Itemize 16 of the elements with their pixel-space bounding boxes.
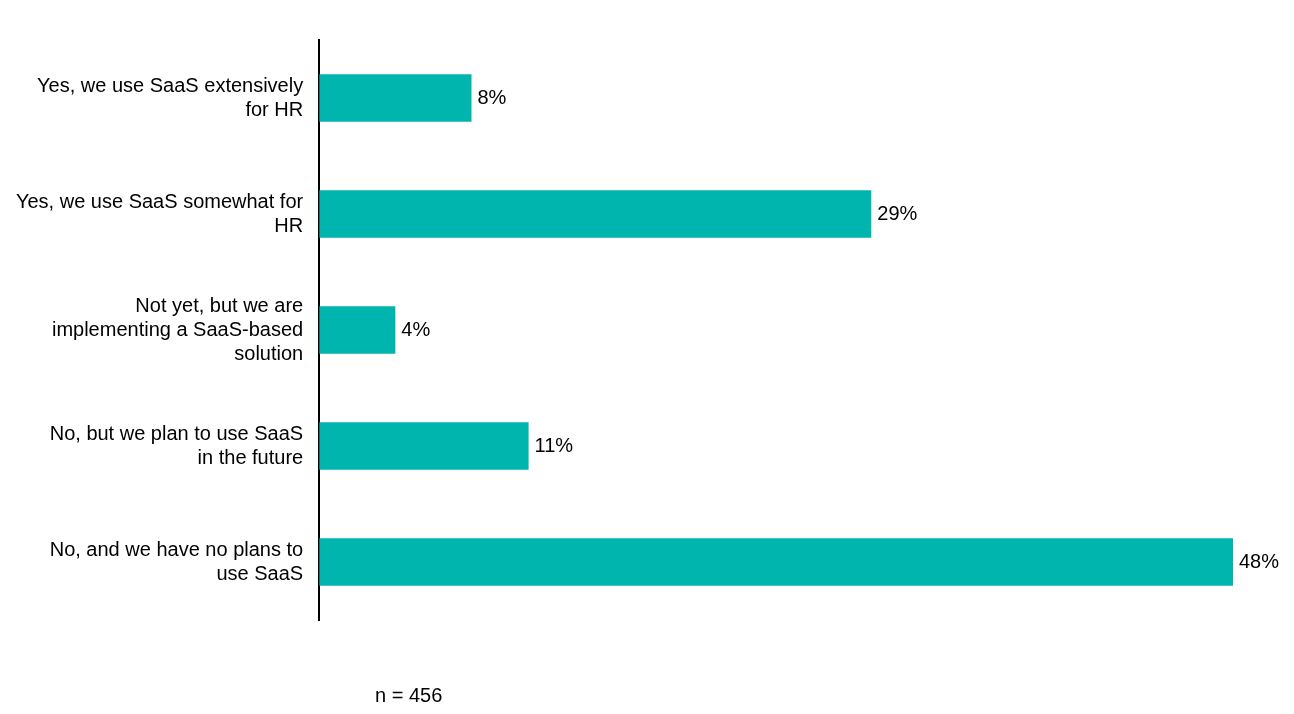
y-tick-label: Yes, we use SaaS extensively for HR	[37, 73, 304, 120]
y-tick-label: Not yet, but we are implementing a SaaS-based solution	[51, 293, 304, 364]
bar	[319, 422, 529, 470]
y-tick-label: No, and we have no plans to use SaaS	[49, 537, 304, 584]
data-label: 11%	[534, 433, 574, 456]
text: n = 456	[375, 684, 443, 707]
y-tick-label: No, but we plan to use SaaS in the future	[49, 421, 304, 468]
bar	[319, 306, 396, 354]
data-label: 29%	[877, 201, 918, 224]
data-label: 4%	[401, 317, 431, 340]
data-label: 8%	[477, 85, 507, 108]
bar	[319, 74, 472, 122]
data-label: 48%	[1239, 549, 1280, 572]
y-tick-label: Yes, we use SaaS somewhat for HR	[15, 189, 304, 236]
bar	[319, 538, 1233, 586]
bar	[319, 190, 872, 238]
